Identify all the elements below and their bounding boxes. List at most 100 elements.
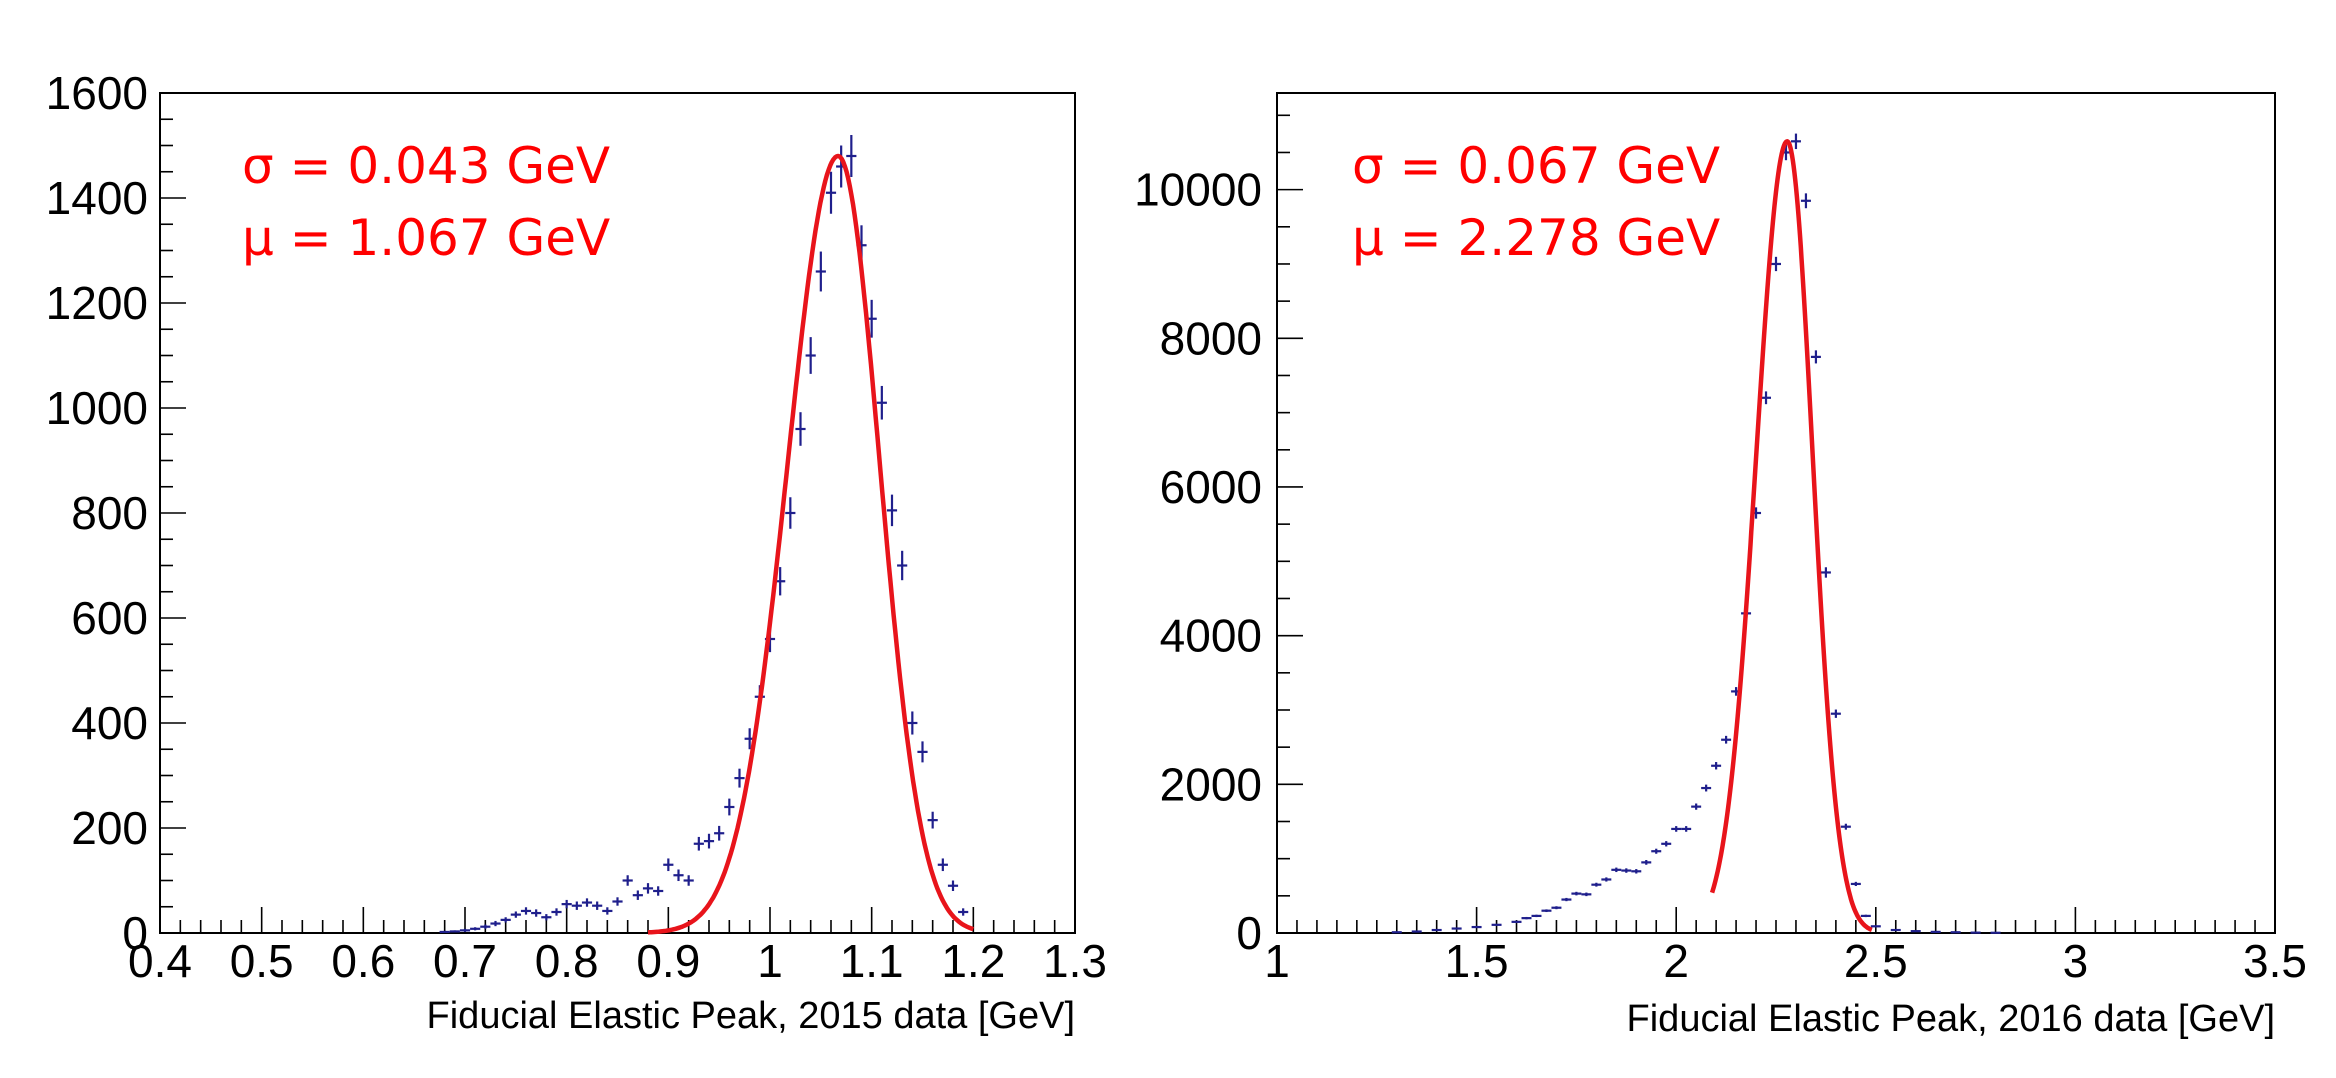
data-point — [1411, 930, 1422, 933]
y-tick-label: 600 — [71, 592, 148, 644]
data-point — [480, 924, 491, 929]
data-point — [520, 907, 532, 915]
data-point — [1611, 867, 1622, 873]
data-point — [825, 171, 837, 214]
data-point — [907, 711, 918, 735]
data-point — [937, 858, 948, 872]
data-point — [1571, 891, 1582, 896]
data-point — [1591, 882, 1602, 887]
data-point — [1820, 567, 1831, 578]
x-tick-label: 1.2 — [941, 935, 1005, 987]
x-tick-label: 3.5 — [2243, 935, 2307, 987]
data-point — [1771, 256, 1781, 272]
mu-annotation-2016: μ = 2.278 GeV — [1352, 209, 1720, 267]
data-point — [1641, 860, 1652, 865]
x-tick-label: 1 — [1264, 935, 1290, 987]
data-point — [947, 880, 959, 891]
y-tick-label: 2000 — [1160, 758, 1262, 810]
data-point — [1561, 897, 1572, 902]
y-tick-label: 0 — [1236, 907, 1262, 959]
data-point — [1850, 881, 1861, 887]
data-point — [459, 928, 471, 932]
data-point — [897, 550, 908, 581]
x-tick-label: 0.7 — [433, 935, 497, 987]
data-point — [805, 337, 816, 374]
data-point — [1581, 892, 1592, 897]
axis-ticks-2016: 1 1.5 2 2.5 3 3.5 0 2000 4000 6000 8000 10000 — [1134, 114, 2307, 987]
y-tick-label: 1200 — [46, 277, 148, 329]
sigma-annotation-2015: σ = 0.043 GeV — [242, 137, 610, 195]
data-point — [470, 927, 481, 931]
y-tick-label: 800 — [71, 487, 148, 539]
y-tick-label: 6000 — [1160, 461, 1262, 513]
data-point — [785, 497, 796, 529]
data-point — [1691, 803, 1702, 810]
data-point — [1541, 909, 1552, 913]
x-tick-label: 0.8 — [535, 935, 599, 987]
data-point — [886, 494, 898, 527]
data-point — [490, 920, 501, 927]
data-point — [917, 741, 928, 763]
panel-2016: 1 1.5 2 2.5 3 3.5 0 2000 4000 6000 8000 10000 σ = 0… — [1134, 92, 2307, 1040]
y-tick-label: 200 — [71, 802, 148, 854]
data-point — [714, 825, 725, 841]
x-tick-label: 0.4 — [128, 935, 192, 987]
axis-ticks-2015: 0.4 0.5 0.6 0.7 0.8 0.9 1 1.1 1.2 1.3 0 200 400 600 80… — [46, 67, 1107, 987]
mu-annotation-2015: μ = 1.067 GeV — [242, 209, 610, 267]
x-tick-label: 1 — [757, 935, 783, 987]
data-point — [1790, 133, 1801, 150]
fit-curve-2015 — [647, 153, 974, 935]
data-point — [1761, 391, 1772, 405]
data-point — [1511, 920, 1522, 923]
y-tick-label: 1400 — [46, 172, 148, 224]
data-point — [1651, 848, 1662, 854]
x-axis-label-2016: Fiducial Elastic Peak, 2016 data [GeV] — [1627, 998, 2275, 1040]
data-point — [449, 930, 460, 933]
x-tick-label: 2.5 — [1844, 935, 1908, 987]
x-tick-label: 0.6 — [331, 935, 395, 987]
data-point — [551, 908, 562, 916]
x-tick-label: 3 — [2063, 935, 2089, 987]
data-point — [1471, 925, 1482, 929]
data-point — [632, 890, 643, 900]
data-point — [1431, 928, 1442, 932]
data-point — [1711, 762, 1722, 770]
data-point — [693, 836, 704, 851]
data-point — [795, 412, 806, 446]
y-tick-label: 1000 — [46, 382, 148, 434]
data-point — [531, 909, 542, 917]
x-tick-label: 1.5 — [1445, 935, 1509, 987]
data-point — [724, 798, 735, 816]
data-point — [1491, 923, 1502, 926]
x-tick-label: 0.9 — [636, 935, 700, 987]
x-tick-label: 2 — [1663, 935, 1689, 987]
y-tick-label: 400 — [71, 697, 148, 749]
data-point — [612, 897, 623, 906]
data-point — [1631, 869, 1642, 874]
data-point — [1521, 916, 1532, 920]
data-point — [734, 768, 745, 788]
data-point — [571, 901, 582, 910]
data-point — [439, 930, 450, 934]
y-tick-label: 8000 — [1160, 312, 1262, 364]
x-tick-label: 1.3 — [1043, 935, 1107, 987]
y-tick-label: 10000 — [1134, 164, 1262, 216]
data-point — [581, 898, 593, 907]
data-point — [1681, 826, 1692, 832]
panel-2015: 0.4 0.5 0.6 0.7 0.8 0.9 1 1.1 1.2 1.3 0 200 400 600 80… — [46, 67, 1107, 1037]
data-point — [1671, 826, 1682, 832]
sigma-annotation-2016: σ = 0.067 GeV — [1352, 137, 1720, 195]
data-point — [1391, 931, 1402, 934]
data-point — [541, 914, 552, 921]
data-point — [1890, 928, 1901, 932]
data-point — [703, 833, 715, 849]
data-point — [1601, 877, 1612, 882]
data-point — [1661, 841, 1672, 847]
data-point — [1721, 735, 1732, 744]
data-point — [1830, 709, 1841, 718]
data-point — [1531, 914, 1542, 918]
data-point — [1451, 927, 1462, 930]
data-point — [846, 135, 857, 177]
data-point — [653, 886, 664, 896]
